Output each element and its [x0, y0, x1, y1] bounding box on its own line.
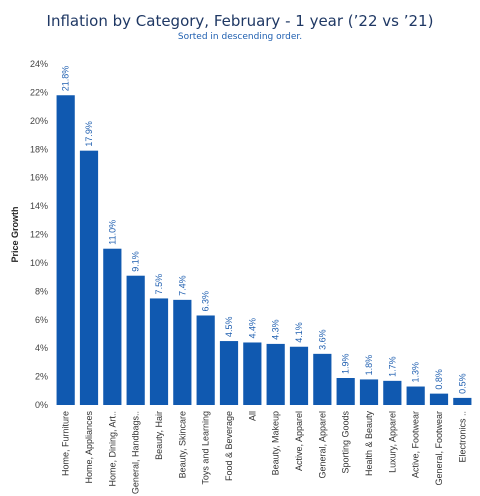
y-tick-label: 4%: [35, 343, 48, 353]
data-label: 4.1%: [294, 322, 304, 343]
x-tick-label: Home, Dining, Art..: [107, 411, 117, 487]
data-label: 3.6%: [317, 329, 327, 350]
bar: [359, 379, 379, 405]
bar: [196, 315, 215, 405]
x-tick-label: All: [247, 411, 257, 421]
x-tick-label: Toys and Learning: [201, 411, 211, 485]
chart-title: Inflation by Category, February - 1 year…: [46, 12, 434, 30]
x-tick-label: Health & Beauty: [364, 411, 374, 477]
bar: [313, 353, 332, 405]
data-label: 4.3%: [271, 319, 281, 340]
y-tick-label: 10%: [30, 258, 48, 268]
bar: [103, 248, 122, 405]
data-label: 21.8%: [61, 66, 71, 92]
bar: [243, 342, 262, 405]
y-tick-label: 8%: [35, 286, 48, 296]
bars: [56, 95, 472, 405]
bar: [289, 346, 309, 405]
y-tick-label: 16%: [30, 173, 48, 183]
bar: [406, 386, 425, 405]
x-tick-label: Beauty, Hair: [154, 411, 164, 460]
bar: [383, 380, 402, 405]
x-tick-label: Food & Beverage: [224, 411, 234, 481]
data-label: 7.5%: [154, 274, 164, 295]
data-label: 4.4%: [247, 318, 257, 339]
bar: [173, 299, 192, 405]
x-tick-label: Home, Appliances: [84, 411, 94, 484]
x-axis: Home, Furniture Home, Appliances Home, Din…: [61, 411, 468, 495]
y-axis-label: Price Growth: [10, 206, 20, 262]
chart-subtitle: Sorted in descending order.: [177, 32, 303, 42]
y-tick-label: 14%: [30, 201, 48, 211]
data-label: 1.3%: [411, 362, 421, 383]
bar: [79, 150, 99, 405]
data-labels: 21.8% 17.9% 11.0% 9.1% 7.5% 7.4% 6.3% 4.5% 4.4% 4…: [61, 66, 468, 394]
y-tick-label: 20%: [30, 116, 48, 126]
y-tick-label: 0%: [35, 400, 48, 410]
x-tick-label: Electronics ..: [457, 411, 467, 463]
bar: [336, 378, 355, 405]
x-tick-label: Sporting Goods: [341, 411, 351, 474]
bar: [429, 393, 449, 405]
bar: [56, 95, 75, 405]
x-tick-label: Beauty, Skincare: [177, 411, 187, 478]
data-label: 0.5%: [457, 373, 467, 394]
y-tick-label: 22%: [30, 87, 48, 97]
y-tick-label: 18%: [30, 144, 48, 154]
y-tick-label: 6%: [35, 315, 48, 325]
bar: [219, 341, 239, 405]
x-tick-label: General, Apparel: [317, 411, 327, 479]
y-tick-label: 2%: [35, 372, 48, 382]
x-tick-label: Beauty, Makeup: [271, 411, 281, 475]
y-tick-label: 24%: [30, 59, 48, 69]
data-label: 1.9%: [341, 353, 351, 374]
data-label: 4.5%: [224, 317, 234, 338]
x-tick-label: General, Handbags..: [131, 411, 141, 494]
data-label: 11.0%: [107, 220, 117, 245]
data-label: 6.3%: [201, 291, 211, 312]
x-tick-label: Luxury, Apparel: [387, 411, 397, 473]
data-label: 17.9%: [84, 121, 94, 147]
data-label: 1.7%: [387, 356, 397, 377]
bar: [126, 275, 145, 405]
bar: [266, 343, 285, 405]
data-label: 7.4%: [177, 275, 187, 296]
bar: [149, 298, 169, 405]
x-tick-label: Active, Footwear: [411, 411, 421, 478]
x-tick-label: Active, Apparel: [294, 411, 304, 471]
data-label: 1.8%: [364, 355, 374, 376]
data-label: 9.1%: [131, 251, 141, 272]
y-tick-label: 12%: [30, 230, 48, 240]
data-label: 0.8%: [434, 369, 444, 390]
x-tick-label: General, Footwear: [434, 411, 444, 486]
bar: [453, 397, 472, 405]
x-tick-label: Home, Furniture: [61, 411, 71, 476]
y-axis: 0% 2% 4% 6% 8% 10% 12% 14% 16% 18% 20% 22% 24%: [30, 59, 48, 410]
